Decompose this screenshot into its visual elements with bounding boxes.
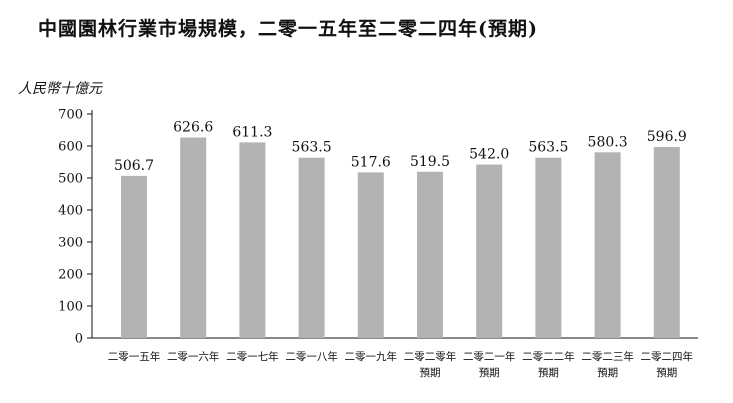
x-tick-label: 預期 <box>420 367 441 379</box>
bar <box>535 157 562 338</box>
x-tick-label: 二零一六年 <box>167 350 220 363</box>
x-tick-label: 預期 <box>656 367 677 379</box>
x-tick-label: 二零一八年 <box>285 350 338 363</box>
bar <box>121 175 147 338</box>
y-tick-label: 700 <box>58 108 83 123</box>
bar <box>357 172 384 338</box>
y-tick-label: 0 <box>75 332 83 347</box>
bar <box>417 171 443 338</box>
bar-value-label: 517.6 <box>351 154 391 170</box>
value-labels-group: 506.7 626.6 611.3 563.5 517.6 519.5 542.0 563.5… <box>114 119 687 173</box>
bar <box>298 157 325 338</box>
x-tick-label: 預期 <box>597 367 618 379</box>
bar <box>653 146 680 338</box>
bar <box>180 137 207 338</box>
bar-value-label: 542.0 <box>469 147 509 163</box>
y-tick-label: 400 <box>58 204 83 219</box>
x-tick-label: 預期 <box>538 367 559 379</box>
y-tick-label: 200 <box>58 268 83 283</box>
x-tick-label: 二零一五年 <box>108 350 161 363</box>
chart-title: 中國園林行業市場規模，二零一五年至二零二四年(預期) <box>38 18 538 40</box>
x-tick-label: 二零二一年 <box>463 350 516 363</box>
x-tick-label: 二零二零年 <box>404 350 457 363</box>
x-tick-label: 二零一九年 <box>345 350 398 363</box>
bar-value-label: 519.5 <box>410 154 450 170</box>
y-tick-label: 300 <box>58 236 83 251</box>
bar-value-label: 611.3 <box>232 124 272 140</box>
x-tick-label: 二零二三年 <box>581 350 634 363</box>
y-tick-label: 600 <box>58 140 83 155</box>
bar <box>594 152 621 338</box>
x-tick-label: 預期 <box>479 367 500 379</box>
x-tick-label: 二零二二年 <box>522 350 575 363</box>
bar-value-label: 563.5 <box>528 140 568 156</box>
bar-value-label: 580.3 <box>588 134 628 150</box>
bars-group <box>121 137 680 338</box>
x-tick-label: 二零一七年 <box>226 350 279 363</box>
bar-value-label: 626.6 <box>173 119 213 135</box>
bar <box>239 142 266 338</box>
bar-value-label: 596.9 <box>647 129 687 145</box>
y-tick-label: 500 <box>58 172 83 187</box>
bar <box>476 164 503 338</box>
y-axis-unit-label: 人民幣十億元 <box>18 81 102 97</box>
bar-value-label: 506.7 <box>114 158 154 174</box>
bar-value-label: 563.5 <box>292 140 332 156</box>
x-tick-label: 二零二四年 <box>641 350 694 363</box>
y-tick-label: 100 <box>58 300 83 315</box>
